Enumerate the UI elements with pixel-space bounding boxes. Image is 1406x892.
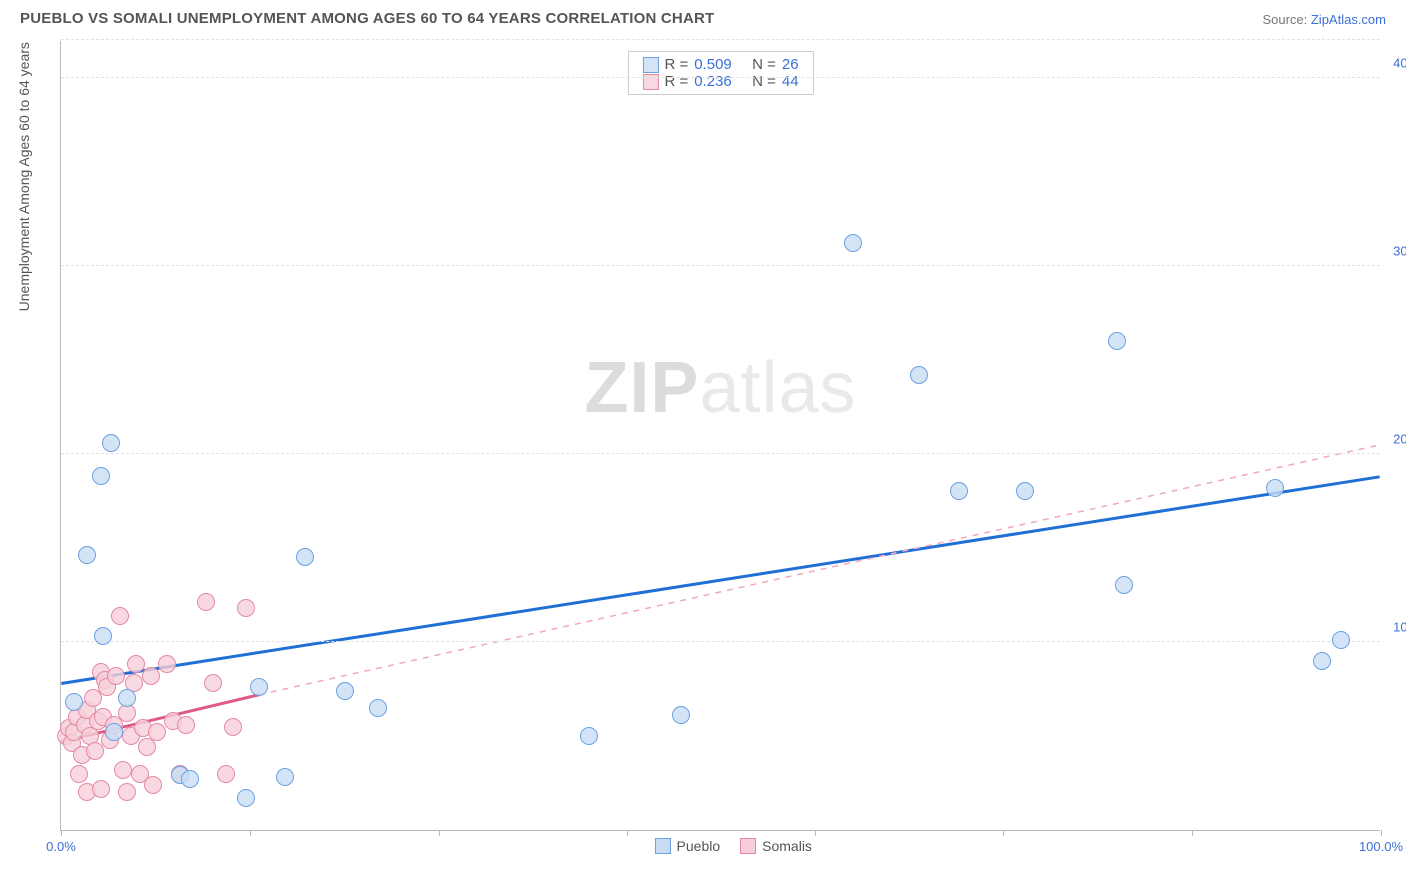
- data-point: [844, 234, 862, 252]
- data-point: [1266, 479, 1284, 497]
- data-point: [224, 718, 242, 736]
- data-point: [672, 706, 690, 724]
- data-point: [197, 593, 215, 611]
- gridline-h: [61, 453, 1380, 454]
- x-tick: [250, 830, 251, 836]
- data-point: [102, 434, 120, 452]
- data-point: [237, 599, 255, 617]
- data-point: [138, 738, 156, 756]
- legend-swatch: [740, 838, 756, 854]
- x-tick: [1381, 830, 1382, 836]
- data-point: [78, 546, 96, 564]
- data-point: [65, 693, 83, 711]
- data-point: [296, 548, 314, 566]
- data-point: [105, 723, 123, 741]
- data-point: [1115, 576, 1133, 594]
- x-tick-label: 0.0%: [46, 839, 76, 854]
- data-point: [92, 780, 110, 798]
- legend-swatch: [655, 838, 671, 854]
- data-point: [910, 366, 928, 384]
- trend-lines: [61, 41, 1380, 830]
- chart-container: Unemployment Among Ages 60 to 64 years Z…: [20, 31, 1386, 861]
- data-point: [217, 765, 235, 783]
- chart-title: PUEBLO VS SOMALI UNEMPLOYMENT AMONG AGES…: [20, 10, 714, 27]
- legend-item: Somalis: [740, 838, 812, 854]
- data-point: [142, 667, 160, 685]
- data-point: [107, 667, 125, 685]
- data-point: [950, 482, 968, 500]
- y-tick-label: 20.0%: [1382, 431, 1406, 446]
- data-point: [177, 716, 195, 734]
- data-point: [1332, 631, 1350, 649]
- x-tick: [1003, 830, 1004, 836]
- data-point: [158, 655, 176, 673]
- data-point: [148, 723, 166, 741]
- x-tick-label: 100.0%: [1359, 839, 1403, 854]
- watermark-text: ZIPatlas: [584, 347, 856, 429]
- data-point: [1108, 332, 1126, 350]
- stats-row: R = 0.509 N = 26: [642, 56, 798, 73]
- data-point: [111, 607, 129, 625]
- plot-area: ZIPatlas R = 0.509 N = 26R = 0.236 N = 4…: [60, 41, 1380, 831]
- data-point: [144, 776, 162, 794]
- gridline-h: [61, 265, 1380, 266]
- gridline-h: [61, 641, 1380, 642]
- x-tick: [439, 830, 440, 836]
- stats-legend-box: R = 0.509 N = 26R = 0.236 N = 44: [627, 51, 813, 95]
- gridline-h: [61, 39, 1380, 40]
- chart-header: PUEBLO VS SOMALI UNEMPLOYMENT AMONG AGES…: [20, 10, 1386, 27]
- stats-row: R = 0.236 N = 44: [642, 73, 798, 90]
- data-point: [118, 689, 136, 707]
- y-tick-label: 30.0%: [1382, 243, 1406, 258]
- x-tick: [815, 830, 816, 836]
- data-point: [336, 682, 354, 700]
- data-point: [114, 761, 132, 779]
- legend-item: Pueblo: [655, 838, 721, 854]
- data-point: [369, 699, 387, 717]
- data-point: [237, 789, 255, 807]
- data-point: [1016, 482, 1034, 500]
- data-point: [1313, 652, 1331, 670]
- gridline-h: [61, 77, 1380, 78]
- x-tick: [61, 830, 62, 836]
- data-point: [70, 765, 88, 783]
- data-point: [181, 770, 199, 788]
- data-point: [92, 467, 110, 485]
- x-tick: [627, 830, 628, 836]
- y-tick-label: 10.0%: [1382, 619, 1406, 634]
- legend-bottom: Pueblo Somalis: [655, 838, 812, 854]
- source-credit: Source: ZipAtlas.com: [1262, 12, 1386, 27]
- data-point: [250, 678, 268, 696]
- y-axis-label: Unemployment Among Ages 60 to 64 years: [16, 42, 32, 311]
- data-point: [276, 768, 294, 786]
- source-label: Source:: [1262, 12, 1310, 27]
- x-tick: [1192, 830, 1193, 836]
- source-link[interactable]: ZipAtlas.com: [1311, 12, 1386, 27]
- data-point: [580, 727, 598, 745]
- y-tick-label: 40.0%: [1382, 55, 1406, 70]
- data-point: [118, 783, 136, 801]
- legend-swatch: [642, 57, 658, 73]
- data-point: [204, 674, 222, 692]
- data-point: [94, 627, 112, 645]
